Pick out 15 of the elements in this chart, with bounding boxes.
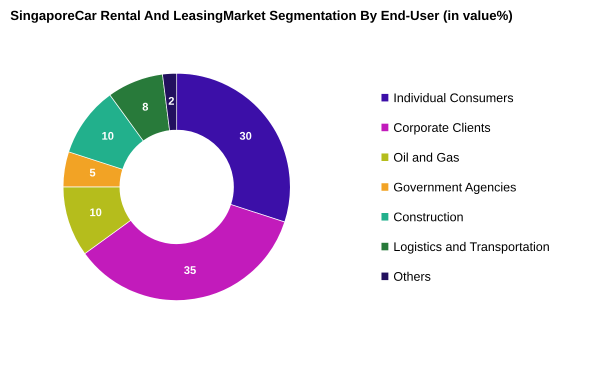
legend-label: Construction — [394, 212, 463, 222]
legend-label: Logistics and Transportation — [394, 242, 549, 254]
legend-label: Corporate Clients — [394, 122, 490, 134]
data-label: 2 — [168, 96, 174, 105]
legend-label: Oil and Gas — [394, 152, 459, 162]
legend-label: Others — [394, 272, 430, 281]
data-label: 35 — [184, 266, 196, 274]
data-label: 8 — [142, 102, 148, 111]
data-label: 30 — [240, 132, 252, 140]
chart-title: SingaporeCar Rental And LeasingMarket Segmentation By End-User (in value%) — [10, 10, 512, 23]
legend-label: Individual Consumers — [394, 93, 514, 102]
data-label: 10 — [102, 132, 114, 140]
legend-label: Government Agencies — [394, 182, 516, 194]
data-label: 5 — [90, 168, 96, 177]
data-label: 10 — [90, 208, 102, 216]
